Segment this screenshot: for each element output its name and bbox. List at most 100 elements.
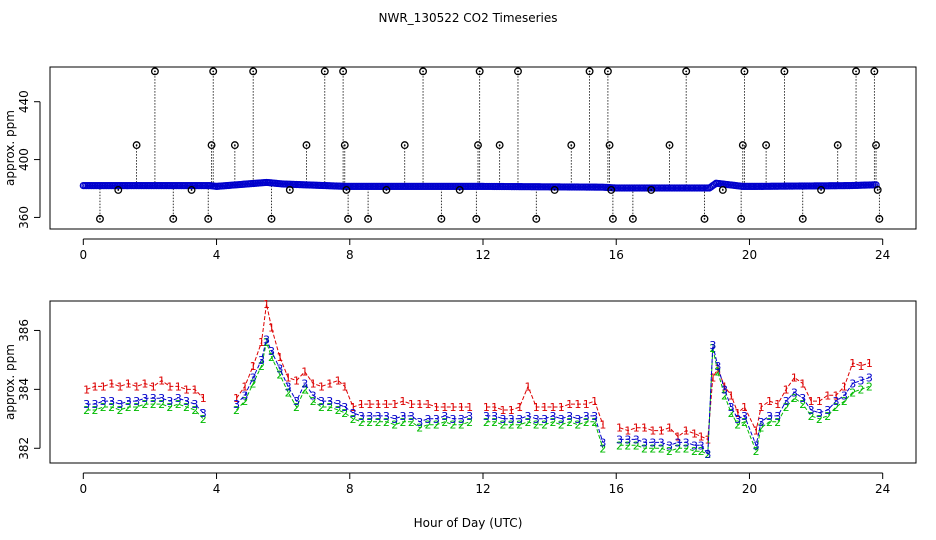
spike-point-center [801,217,804,220]
top-x-tick-label: 24 [875,248,890,262]
series-3-point: 3 [125,395,132,408]
series-3-point: 3 [824,404,831,417]
series-3-point: 3 [591,410,598,423]
series-3-point: 3 [599,436,606,449]
series-3-point: 3 [709,339,716,352]
series-2-point: 2 [400,416,407,429]
series-2-point: 2 [175,398,182,411]
bottom-x-tick-label: 0 [79,482,87,496]
series-1-point: 1 [466,401,473,414]
spike-point [738,141,747,150]
series-2-point: 2 [425,419,432,432]
series-3-point: 3 [633,433,640,446]
spike-point-center [855,70,857,73]
series-2-point: 2 [250,377,257,390]
series-2-point: 2 [350,413,357,426]
series-3-point: 3 [350,407,357,420]
series-1-point: 1 [310,377,317,390]
series-3-point: 3 [516,413,523,426]
spike-point-center [385,189,388,191]
series-2-point: 2 [866,380,873,393]
series-3-point: 3 [425,413,432,426]
spike-point [833,141,842,150]
series-1-point: 1 [483,401,490,414]
series-3-point: 3 [133,395,140,408]
series-3-point: 3 [783,395,790,408]
shared-xlabel: Hour of Day (UTC) [414,516,523,530]
series-2-point: 2 [183,401,190,414]
series-1-point: 1 [408,398,415,411]
spike-point [169,214,178,223]
spike-point-center [475,217,478,220]
series-1-point: 1 [200,392,207,405]
series-2-point: 2 [83,404,90,417]
series-2-point: 2 [466,416,473,429]
spike-point [817,185,826,194]
spike-point-center [210,144,213,147]
series-2-point: 2 [91,404,98,417]
top-x-tick-label: 12 [475,248,490,262]
series-3-point: 3 [816,407,823,420]
series-2-point: 2 [341,407,348,420]
series-3-point: 3 [433,413,440,426]
series-3-point: 3 [268,345,275,358]
spike-point [340,141,349,150]
series-3-point: 3 [583,410,590,423]
series-3-point: 3 [200,407,207,420]
series-1-point: 1 [116,380,123,393]
spike-point-center [252,70,255,73]
series-1-point: 1 [774,398,781,411]
spike-point [700,214,709,223]
series-1-point: 1 [383,398,390,411]
series-2-point: 2 [508,419,515,432]
series-1-point: 1 [734,407,741,420]
spike-point-center [741,144,744,147]
series-3-point: 3 [849,377,856,390]
series-2-point: 2 [808,410,815,423]
spike-point-center [873,70,876,73]
series-2-point: 2 [326,401,333,414]
series-1-point: 1 [566,398,573,411]
series-3-point: 3 [714,360,721,373]
series-3-point: 3 [841,389,848,402]
series-3-point: 3 [191,398,198,411]
series-3-point: 3 [391,413,398,426]
series-1-point: 1 [658,425,665,438]
top-y-tick-label: 440 [17,90,31,113]
series-1-point: 1 [301,366,308,379]
series-1-point: 1 [83,383,90,396]
series-2-point: 2 [450,419,457,432]
spike-point-center [288,189,291,191]
series-3-point: 3 [858,375,865,388]
series-1-point: 1 [450,401,457,414]
series-3-point: 3 [753,439,760,452]
series-1-point: 1 [766,395,773,408]
series-1-point: 1 [258,336,265,349]
series-3-point: 3 [233,398,240,411]
spike-point-center [207,217,210,220]
series-2-point: 2 [758,422,765,435]
top-x-tick-label: 8 [346,248,354,262]
spike-point-center [875,144,877,147]
series-3-point: 3 [335,398,342,411]
bottom-y-tick-label: 382 [17,437,31,460]
series-2-point: 2 [691,445,698,458]
series-3-point: 3 [558,413,565,426]
spike-point-center [270,217,273,220]
spike-point [567,141,576,150]
series-1-point: 1 [91,380,98,393]
series-2-point: 2 [658,442,665,455]
series-2-point: 2 [541,419,548,432]
spike-point-center [212,70,215,73]
series-2-point: 2 [499,419,506,432]
series-2-point: 2 [200,413,207,426]
series-1-point: 1 [241,380,248,393]
series-1-point: 1 [441,401,448,414]
series-1-point: 1 [683,425,690,438]
spike-point-center [458,189,461,191]
series-1-point: 1 [175,380,182,393]
series-3-point: 3 [285,380,292,393]
spike-point [344,214,353,223]
series-3-point: 3 [358,410,365,423]
series-1-point: 1 [591,395,598,408]
